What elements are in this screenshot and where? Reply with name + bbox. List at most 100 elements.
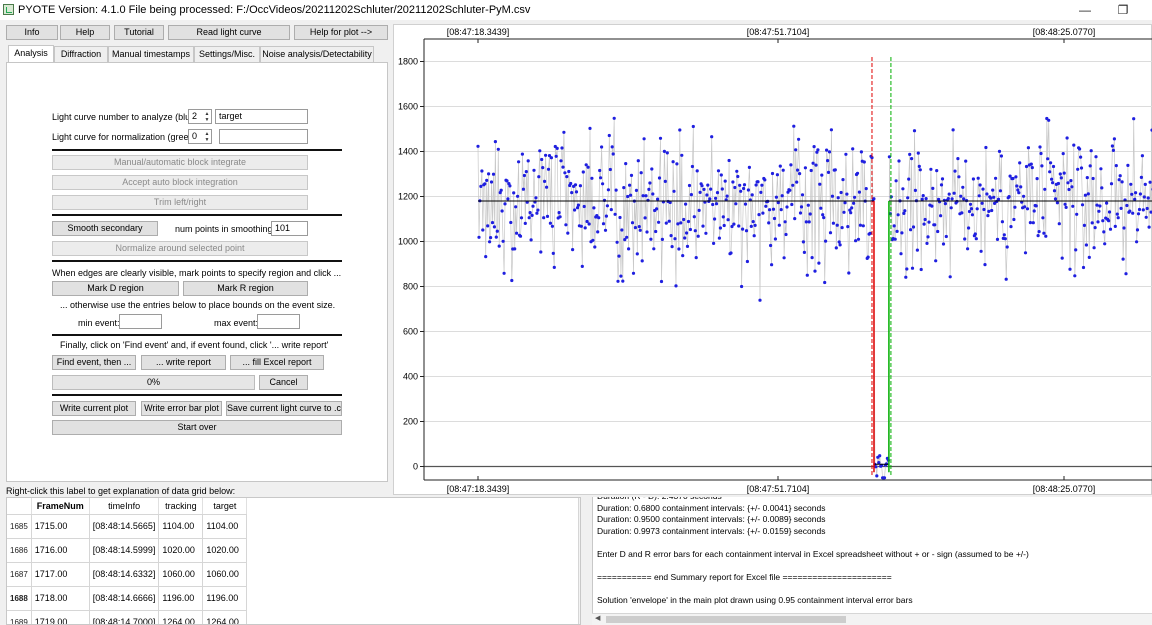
row-header[interactable]: 1689	[7, 610, 32, 624]
cell-timeinfo[interactable]: [08:48:14.6332]	[89, 562, 160, 587]
scroll-left-icon[interactable]: ◀	[595, 615, 601, 622]
write-error-bar-plot-button[interactable]: Write error bar plot	[141, 401, 222, 416]
data-point	[1061, 152, 1065, 156]
cell-framenum[interactable]: 1719.00	[31, 610, 90, 624]
help-button[interactable]: Help	[60, 25, 110, 40]
cell-framenum[interactable]: 1715.00	[31, 514, 90, 539]
fill-excel-report-button[interactable]: ... fill Excel report	[230, 355, 324, 370]
cell-framenum[interactable]: 1718.00	[31, 586, 90, 611]
cell-target[interactable]: 1020.00	[202, 538, 248, 563]
tab-manual-timestamps[interactable]: Manual timestamps	[108, 46, 194, 62]
cell-tracking[interactable]: 1104.00	[158, 514, 204, 539]
write-current-plot-button[interactable]: Write current plot	[52, 401, 136, 416]
table-row[interactable]: 1689 1719.00 [08:48:14.7000] 1264.00 1264.00	[7, 610, 248, 624]
data-point	[1041, 216, 1045, 220]
restore-button[interactable]: ❐	[1117, 3, 1129, 17]
spin-up-icon[interactable]: ▲	[204, 111, 210, 117]
tutorial-button[interactable]: Tutorial	[114, 25, 164, 40]
cell-framenum[interactable]: 1716.00	[31, 538, 90, 563]
mark-r-region-button[interactable]: Mark R region	[183, 281, 308, 296]
grid-vertical-scrollbar[interactable]: ▲	[578, 498, 580, 624]
data-point	[695, 169, 699, 173]
accept-block-integration-button[interactable]: Accept auto block integration	[52, 175, 308, 190]
cell-target[interactable]: 1104.00	[202, 514, 248, 539]
table-row[interactable]: 1685 1715.00 [08:48:14.5665] 1104.00 1104.00	[7, 514, 248, 539]
row-header[interactable]: 1688	[7, 586, 32, 611]
tab-noise-analysis[interactable]: Noise analysis/Detectability	[260, 46, 374, 62]
num-points-field[interactable]: 101	[271, 221, 308, 236]
col-header-target[interactable]: target	[202, 498, 248, 515]
minimize-button[interactable]: —	[1079, 3, 1091, 17]
lc-analyze-name-field[interactable]: target	[215, 109, 308, 124]
find-event-button[interactable]: Find event, then ...	[52, 355, 136, 370]
light-curve-plot[interactable]: [08:47:18.3439] [08:47:51.7104] [08:48:2…	[393, 24, 1152, 495]
data-point	[581, 170, 585, 174]
data-point	[593, 245, 597, 249]
report-text-area[interactable]: Duration (R - D): 2.4370 secondsDuration…	[592, 497, 1152, 625]
data-point	[822, 216, 826, 220]
tab-analysis[interactable]: Analysis	[8, 45, 54, 62]
cell-timeinfo[interactable]: [08:48:14.7000]	[89, 610, 160, 624]
data-point	[1130, 192, 1134, 196]
tab-settings-misc[interactable]: Settings/Misc.	[194, 46, 260, 62]
cancel-button[interactable]: Cancel	[259, 375, 308, 390]
data-point	[647, 187, 651, 191]
cell-timeinfo[interactable]: [08:48:14.5665]	[89, 514, 160, 539]
manual-block-integrate-button[interactable]: Manual/automatic block integrate	[52, 155, 308, 170]
lc-analyze-spinbox[interactable]: 2 ▲ ▼	[188, 109, 212, 124]
cell-framenum[interactable]: 1717.00	[31, 562, 90, 587]
cell-timeinfo[interactable]: [08:48:14.5999]	[89, 538, 160, 563]
data-point	[1039, 151, 1043, 156]
data-grid[interactable]: FrameNum timeInfo tracking target 1685 17…	[6, 497, 581, 625]
cell-tracking[interactable]: 1020.00	[158, 538, 204, 563]
grid-hint-label[interactable]: Right-click this label to get explanatio…	[6, 486, 236, 496]
cell-tracking[interactable]: 1060.00	[158, 562, 204, 587]
data-point	[489, 236, 493, 240]
max-event-field[interactable]	[257, 314, 300, 329]
spin-up-icon[interactable]: ▲	[204, 131, 210, 137]
col-header-tracking[interactable]: tracking	[158, 498, 204, 515]
lc-norm-spinbox[interactable]: 0 ▲ ▼	[188, 129, 212, 144]
info-button[interactable]: Info	[6, 25, 58, 40]
write-report-button[interactable]: ... write report	[141, 355, 226, 370]
data-point	[658, 136, 663, 140]
plot-svg[interactable]: [08:47:18.3439] [08:47:51.7104] [08:48:2…	[394, 25, 1152, 496]
col-header-timeinfo[interactable]: timeInfo	[89, 498, 160, 515]
data-point	[693, 229, 697, 233]
min-event-field[interactable]	[119, 314, 162, 329]
progress-bar: 0%	[52, 375, 255, 390]
save-light-curve-button[interactable]: Save current light curve to .csv	[226, 401, 342, 416]
cell-target[interactable]: 1196.00	[202, 586, 248, 611]
start-over-button[interactable]: Start over	[52, 420, 342, 435]
table-row[interactable]: 1687 1717.00 [08:48:14.6332] 1060.00 1060.00	[7, 562, 248, 587]
spin-down-icon[interactable]: ▼	[204, 117, 210, 123]
read-light-curve-button[interactable]: Read light curve	[168, 25, 290, 40]
row-header[interactable]: 1686	[7, 538, 32, 563]
lc-norm-name-field[interactable]	[219, 129, 308, 144]
scroll-thumb[interactable]	[606, 616, 846, 623]
row-header[interactable]: 1687	[7, 562, 32, 587]
help-for-plot-button[interactable]: Help for plot -->	[294, 25, 388, 40]
data-point	[523, 221, 527, 225]
cell-timeinfo[interactable]: [08:48:14.6666]	[89, 586, 160, 611]
row-header[interactable]: 1685	[7, 514, 32, 539]
cell-tracking[interactable]: 1196.00	[158, 586, 204, 611]
smooth-secondary-button[interactable]: Smooth secondary	[52, 221, 158, 236]
tab-diffraction[interactable]: Diffraction	[54, 46, 108, 62]
table-row[interactable]: 1686 1716.00 [08:48:14.5999] 1020.00 1020.00	[7, 538, 248, 563]
data-point	[1133, 197, 1137, 201]
data-point	[1144, 215, 1148, 219]
data-point	[948, 275, 952, 279]
report-horizontal-scrollbar[interactable]: ◀	[592, 613, 1152, 625]
normalize-button[interactable]: Normalize around selected point	[52, 241, 308, 256]
spin-down-icon[interactable]: ▼	[204, 137, 210, 143]
cell-tracking[interactable]: 1264.00	[158, 610, 204, 624]
table-row[interactable]: 1688 1718.00 [08:48:14.6666] 1196.00 1196.00	[7, 586, 248, 611]
cell-target[interactable]: 1264.00	[202, 610, 248, 624]
cell-target[interactable]: 1060.00	[202, 562, 248, 587]
trim-left-right-button[interactable]: Trim left/right	[52, 195, 308, 210]
data-point	[913, 188, 918, 192]
mark-d-region-button[interactable]: Mark D region	[52, 281, 179, 296]
data-point	[1088, 164, 1092, 168]
col-header-framenum[interactable]: FrameNum	[31, 498, 90, 515]
